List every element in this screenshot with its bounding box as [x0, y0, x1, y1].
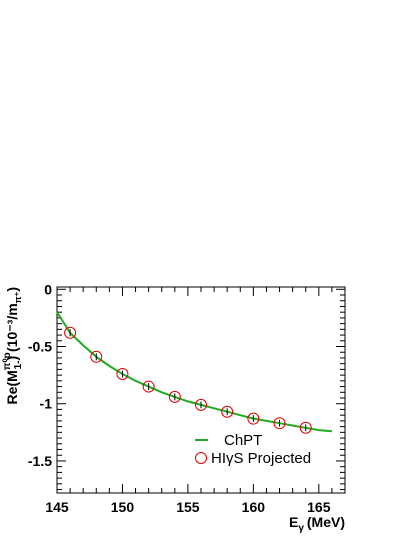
data-points-layer: [64, 326, 312, 434]
x-tick-label: 150: [111, 499, 135, 515]
data-point: [221, 405, 234, 418]
x-axis: 145 150 155 160 165: [45, 287, 346, 515]
data-point: [142, 380, 155, 393]
legend-marker-higs: [195, 452, 207, 464]
data-point: [299, 421, 312, 434]
data-point: [90, 350, 103, 363]
x-tick-label: 145: [45, 499, 69, 515]
x-tick-label: 165: [307, 499, 331, 515]
legend-label-higs: HIγS Projected: [211, 450, 311, 467]
legend: ChPT HIγS Projected: [195, 432, 311, 467]
x-axis-title: Eγ (MeV): [289, 514, 345, 534]
legend-label-chpt: ChPT: [224, 432, 262, 449]
data-point: [168, 390, 181, 403]
data-point: [116, 367, 129, 380]
data-point: [247, 412, 260, 425]
y-tick-label: -0.5: [28, 339, 52, 355]
y-tick-label: 0: [44, 281, 52, 297]
x-tick-label: 155: [176, 499, 200, 515]
y-tick-label: -1: [40, 396, 53, 412]
y-axis: 0 -0.5 -1 -1.5: [28, 281, 345, 491]
data-point: [64, 326, 77, 339]
x-tick-label: 160: [242, 499, 266, 515]
chpt-curve: [56, 311, 332, 433]
data-point: [273, 417, 286, 430]
chpt-curve-layer: [56, 311, 332, 433]
y-axis-title: Re(Mπ⁰p1-) (10⁻³/mπ⁺): [2, 287, 24, 404]
data-point: [195, 398, 207, 411]
y-tick-label: -1.5: [28, 453, 52, 469]
